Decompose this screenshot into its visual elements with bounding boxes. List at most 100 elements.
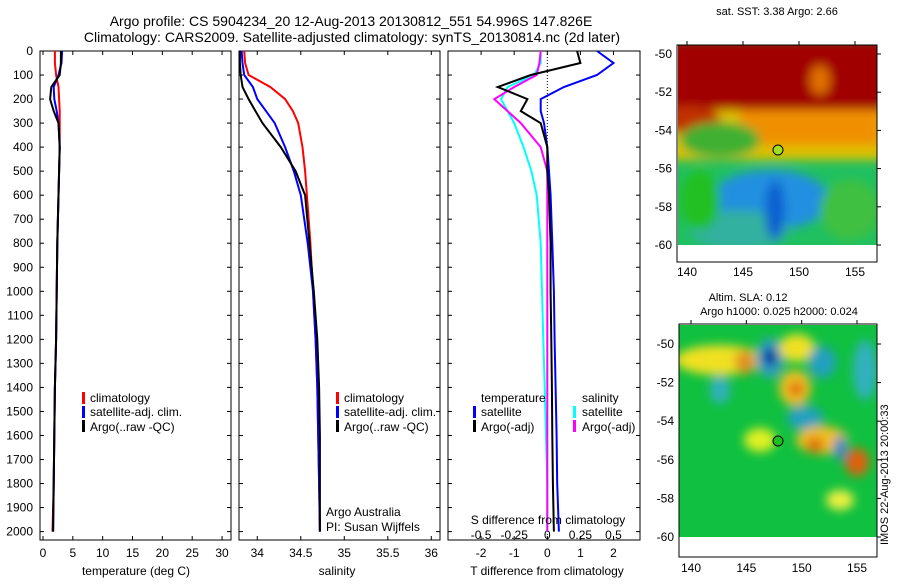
x-tick-label: 34 (251, 546, 265, 560)
depth-tick-label: 600 (13, 188, 33, 202)
sst-map-frame (676, 44, 878, 263)
depth-tick-label: 1100 (7, 308, 33, 322)
difference-xlabel: T difference from climatology (470, 564, 624, 578)
x-tick-label: 34.5 (289, 546, 313, 560)
depth-tick-label: 500 (13, 164, 33, 178)
legend-s-argo: Argo(-adj) (582, 420, 635, 434)
lon-tick-label: 145 (733, 265, 753, 279)
legend-t-satellite: satellite (481, 405, 522, 419)
legend-climatology: climatology (344, 391, 404, 405)
legend-satellite: satellite-adj. clim. (344, 405, 436, 419)
depth-tick-label: 900 (13, 260, 33, 274)
lat-tick-label: -52 (655, 85, 673, 99)
depth-tick-label: 400 (13, 140, 33, 154)
temperature-legend: climatology satellite-adj. clim. Argo(..… (82, 391, 182, 434)
annotation-argo-australia: Argo Australia (326, 505, 401, 519)
lat-tick-label: -60 (657, 530, 675, 544)
x-tick-label: 10 (96, 546, 110, 560)
figure-title-line1: Argo profile: CS 5904234_20 12-Aug-2013 … (110, 13, 593, 29)
depth-tick-label: 300 (13, 116, 33, 130)
lat-tick-label: -50 (655, 47, 673, 61)
salinity-climatology-line (243, 50, 321, 532)
depth-tick-label: 1500 (6, 404, 33, 418)
depth-tick-label: 100 (13, 68, 33, 82)
x-tick-label: 35 (338, 546, 352, 560)
legend-argo: Argo(..raw -QC) (90, 420, 175, 434)
lon-tick-label: 140 (677, 265, 697, 279)
sla-argo-location-marker (772, 435, 784, 447)
legend-satellite: satellite-adj. clim. (90, 405, 182, 419)
difference-xlabel-top: S difference from climatology (471, 513, 626, 527)
sla-map-nodata-band (680, 537, 876, 556)
sla-map-frame (678, 323, 878, 558)
difference-legend: temperature salinity satellite Argo(-adj… (473, 391, 635, 434)
sst-map-image (678, 45, 877, 245)
difference-temperature-satellite-line (539, 50, 616, 532)
x-tick-label: 0 (40, 546, 47, 560)
lat-tick-label: -58 (657, 491, 675, 505)
lat-tick-label: -56 (657, 453, 675, 467)
lat-tick-label: -54 (655, 123, 673, 137)
difference-temperature-argo-adj--line (494, 50, 582, 532)
x-tick-label: -0.25 (501, 528, 529, 542)
lon-tick-label: 155 (845, 265, 865, 279)
x-tick-label: 0.25 (569, 528, 593, 542)
depth-tick-label: 1200 (6, 332, 33, 346)
sla-map-image (679, 325, 877, 537)
temperature-axes (39, 50, 232, 541)
sst-argo-location-marker (772, 144, 784, 156)
depth-tick-label: 2000 (6, 525, 33, 539)
difference-salinity-satellite-line (499, 51, 549, 532)
x-tick-label: -1 (509, 546, 520, 560)
depth-tick-label: 0 (26, 44, 33, 58)
difference-axes (447, 50, 641, 541)
salinity-axes (238, 50, 441, 541)
x-tick-label: 35.5 (376, 546, 400, 560)
lat-tick-label: -56 (655, 162, 673, 176)
depth-tick-label: 1700 (6, 453, 33, 467)
depth-tick-label: 1300 (6, 356, 33, 370)
lat-tick-label: -52 (657, 376, 675, 390)
depth-tick-label: 1400 (6, 380, 33, 394)
lon-tick-label: 150 (789, 265, 809, 279)
legend-t-argo: Argo(-adj) (481, 420, 534, 434)
legend-argo: Argo(..raw -QC) (344, 420, 429, 434)
lat-tick-label: -60 (655, 238, 673, 252)
depth-tick-label: 1900 (6, 501, 33, 515)
x-tick-label: 1 (577, 546, 584, 560)
x-tick-label: 5 (69, 546, 76, 560)
salinity-argo-raw-qc--line (238, 51, 321, 532)
sst-map-title: sat. SST: 3.38 Argo: 2.66 (716, 6, 838, 18)
salinity-xlabel: salinity (319, 564, 356, 578)
x-tick-label: 30 (215, 546, 229, 560)
annotation-pi: PI: Susan Wijffels (326, 520, 420, 534)
lat-tick-label: -50 (657, 337, 675, 351)
x-tick-label: 2 (610, 546, 617, 560)
sla-map-title-line1: Altim. SLA: 0.12 (709, 292, 788, 304)
salinity-legend: climatology satellite-adj. clim. Argo(..… (336, 391, 436, 434)
lat-tick-label: -54 (657, 414, 675, 428)
sla-map-title-line2: Argo h1000: 0.025 h2000: 0.024 (700, 306, 858, 318)
depth-tick-label: 800 (13, 236, 33, 250)
x-tick-label: 0.5 (605, 528, 622, 542)
x-tick-label: 15 (126, 546, 140, 560)
lat-tick-label: -58 (655, 200, 673, 214)
lon-tick-label: 150 (792, 561, 812, 575)
depth-tick-label: 700 (13, 212, 33, 226)
temperature-argo-raw-qc--line (49, 51, 62, 532)
lon-tick-label: 145 (736, 561, 756, 575)
depth-tick-label: 1800 (6, 477, 33, 491)
lon-tick-label: 140 (681, 561, 701, 575)
x-tick-label: 25 (186, 546, 200, 560)
x-tick-label: 0 (544, 546, 551, 560)
legend-temperature-header: temperature (481, 391, 546, 405)
x-tick-label: -2 (476, 546, 487, 560)
lon-tick-label: 155 (847, 561, 867, 575)
legend-salinity-header: salinity (582, 391, 619, 405)
depth-tick-label: 200 (13, 92, 33, 106)
x-tick-label: -0.5 (471, 528, 492, 542)
imos-timestamp: IMOS 22-Aug-2013 20:00:33 (879, 404, 891, 545)
figure-title-line2: Climatology: CARS2009. Satellite-adjuste… (84, 29, 620, 45)
depth-tick-label: 1600 (6, 428, 33, 442)
